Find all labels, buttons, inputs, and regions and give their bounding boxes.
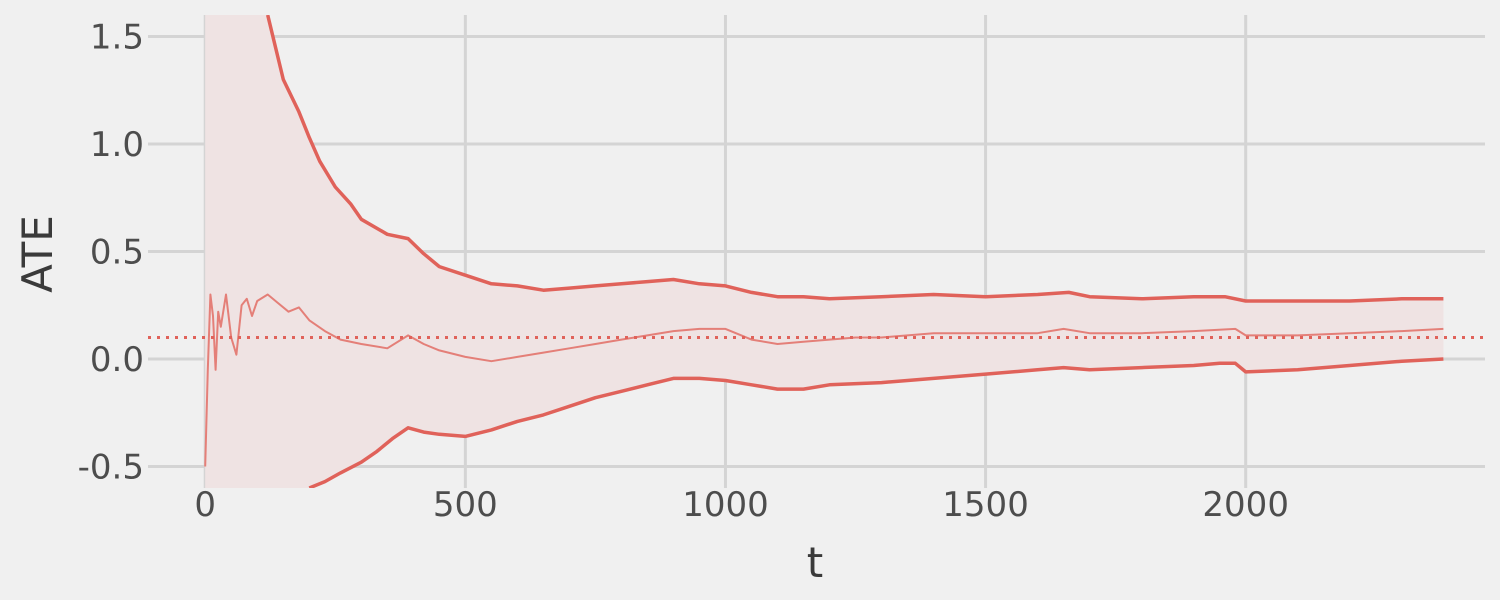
x-tick-label: 1000 [682,485,769,525]
x-tick-label: 1500 [942,485,1029,525]
x-tick-labels: 0 500 1000 1500 2000 [194,485,1289,525]
y-tick-label: 1.0 [90,125,144,165]
y-axis-title: ATE [13,215,62,293]
confidence-band [205,15,1444,488]
x-axis-title: t [807,538,823,587]
estimate-line [204,293,1444,467]
series-lines [204,15,1444,488]
y-tick-label: 0.5 [90,233,144,273]
y-tick-label: -0.5 [78,448,144,488]
y-tick-labels: -0.5 0.0 0.5 1.0 1.5 [78,18,144,488]
confidence-band-area [205,15,1444,488]
x-tick-label: 500 [433,485,498,525]
y-tick-label: 0.0 [90,340,144,380]
upper-line [265,15,1444,303]
y-tick-label: 1.5 [90,18,144,58]
x-tick-label: 0 [194,485,216,525]
lower-line [308,357,1444,488]
x-tick-label: 2000 [1202,485,1289,525]
